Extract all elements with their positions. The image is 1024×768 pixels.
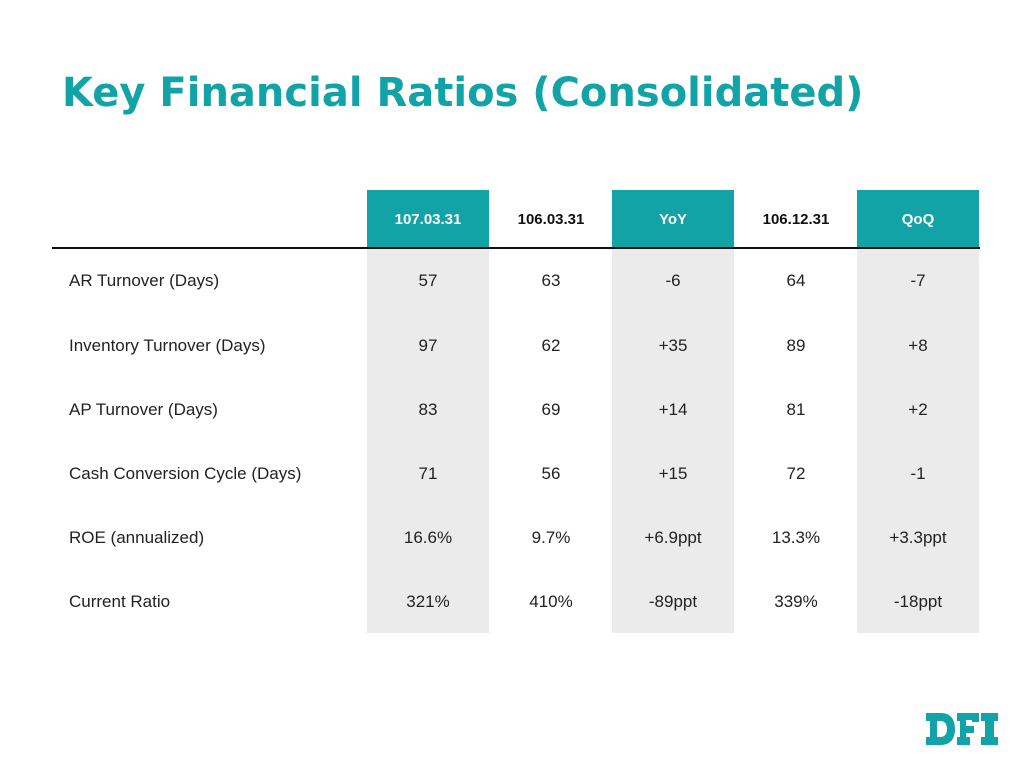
table-cell: +14 xyxy=(658,400,688,419)
column-shade-yoy xyxy=(612,248,734,633)
table-cell: 97 xyxy=(418,336,438,355)
table-cell: -6 xyxy=(665,271,681,290)
table-cell: 81 xyxy=(786,400,806,419)
table-cell: 16.6% xyxy=(403,528,453,547)
table-cell: 56 xyxy=(541,464,561,483)
table-cell: 13.3% xyxy=(771,528,821,547)
table-cell: 57 xyxy=(418,271,438,290)
table-cell: 63 xyxy=(541,271,561,290)
table-cell: 410% xyxy=(529,592,573,611)
table-cell: 64 xyxy=(786,271,806,290)
table-cell: -18ppt xyxy=(893,592,943,611)
column-shade-107-03-31 xyxy=(367,248,489,633)
dfi-logo xyxy=(926,713,998,745)
column-header-106-12-31: 106.12.31 xyxy=(762,210,830,228)
table-cell: +3.3ppt xyxy=(889,528,947,547)
row-label: Cash Conversion Cycle (Days) xyxy=(69,464,302,483)
row-label: AR Turnover (Days) xyxy=(69,271,220,290)
table-cell: +8 xyxy=(908,336,928,355)
column-header-yoy: YoY xyxy=(612,190,734,248)
column-header-107-03-31: 107.03.31 xyxy=(367,190,489,248)
table-cell: 72 xyxy=(786,464,806,483)
table-cell: 321% xyxy=(406,592,450,611)
table-cell: -1 xyxy=(910,464,926,483)
column-header-106-03-31: 106.03.31 xyxy=(517,210,585,228)
row-label: AP Turnover (Days) xyxy=(69,400,218,419)
row-label: Inventory Turnover (Days) xyxy=(69,336,266,355)
table-cell: 69 xyxy=(541,400,561,419)
table-cell: 83 xyxy=(418,400,438,419)
column-shade-qoq xyxy=(857,248,979,633)
row-label: ROE (annualized) xyxy=(69,528,205,547)
table-cell: -89ppt xyxy=(648,592,698,611)
table-cell: -7 xyxy=(910,271,926,290)
row-label: Current Ratio xyxy=(69,592,171,611)
table-cell: +2 xyxy=(908,400,928,419)
table-cell: 9.7% xyxy=(531,528,571,547)
table-cell: 71 xyxy=(418,464,438,483)
page-title: Key Financial Ratios (Consolidated) xyxy=(62,70,864,116)
table-cell: 89 xyxy=(786,336,806,355)
table-cell: +35 xyxy=(658,336,688,355)
table-cell: 339% xyxy=(774,592,818,611)
table-cell: 62 xyxy=(541,336,561,355)
header-divider xyxy=(52,247,980,249)
table-cell: +6.9ppt xyxy=(644,528,702,547)
table-cell: +15 xyxy=(658,464,688,483)
column-header-qoq: QoQ xyxy=(857,190,979,248)
